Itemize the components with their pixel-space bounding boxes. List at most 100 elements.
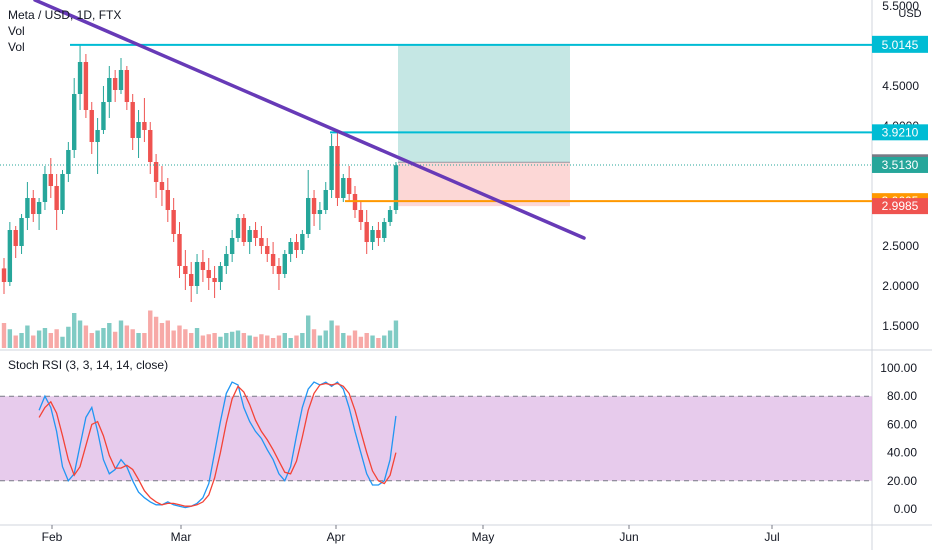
volume-bar: [300, 333, 305, 348]
candle-body: [370, 230, 375, 242]
candle-body: [48, 174, 53, 186]
candle-body: [265, 246, 270, 254]
volume-bar: [370, 335, 375, 348]
stoch-k-line: [38, 381, 397, 509]
price-tick-label: 2.0000: [882, 279, 919, 293]
volume-bar: [235, 330, 241, 348]
price-tick-label: 2.5000: [882, 239, 919, 253]
price-badge[interactable]: 5.0145: [872, 36, 928, 53]
volume-bar: [19, 333, 24, 348]
time-label: Apr: [327, 530, 346, 544]
volume-bar: [136, 333, 141, 348]
candle-body: [7, 230, 13, 282]
candle-body: [224, 254, 229, 266]
long-position-tool[interactable]: [398, 44, 570, 207]
candle-body: [341, 178, 346, 198]
volume-bar: [364, 333, 369, 348]
candle-body: [130, 102, 135, 138]
candle-body: [54, 186, 59, 210]
candle-body: [270, 254, 276, 266]
volume-bar: [48, 333, 53, 348]
price-badge-label: 2.9985: [882, 199, 919, 213]
volume-bar: [276, 335, 282, 348]
volume-bar: [42, 328, 48, 348]
candle-body: [36, 202, 42, 214]
candle-body: [66, 150, 71, 174]
volume-bar: [165, 320, 170, 348]
candle-body: [72, 94, 77, 150]
indicator-title[interactable]: Stoch RSI (3, 3, 14, 14, close): [8, 358, 169, 372]
candle-body: [317, 210, 323, 214]
volume-bar: [25, 325, 30, 348]
candle-body: [112, 78, 118, 90]
candle-body: [393, 165, 399, 210]
volume-bar: [142, 333, 147, 348]
candle-body: [25, 198, 30, 218]
volume-bar: [270, 338, 276, 348]
axis-corner: [873, 526, 932, 550]
trendline[interactable]: [33, 0, 586, 240]
price-badge-label: 3.5130: [882, 158, 919, 172]
price-badge-bg: [872, 124, 928, 141]
candle-body: [294, 242, 299, 250]
candle-body: [247, 230, 252, 242]
candle-body: [136, 122, 141, 138]
stoch-band: [0, 396, 872, 481]
volume-bar: [341, 333, 346, 348]
candle-body: [171, 210, 176, 234]
stoch-tick-label: 100.00: [880, 361, 917, 375]
volume-bar: [177, 325, 182, 348]
volume-bar: [31, 335, 36, 348]
candle-body: [101, 102, 106, 130]
candle-body: [148, 130, 153, 162]
volume-legend-2[interactable]: Vol: [8, 40, 25, 54]
stoch-tick-label: 80.00: [887, 389, 917, 403]
volume-bar: [95, 330, 100, 348]
price-badge-bg: [872, 156, 928, 173]
volume-bar: [107, 323, 112, 348]
volume-bar: [311, 329, 317, 348]
candle-body: [89, 110, 94, 142]
price-badge[interactable]: 2.9985: [872, 198, 928, 215]
volume-bar: [229, 331, 235, 348]
candle-body: [83, 62, 89, 110]
volume-bar: [130, 329, 135, 348]
volume-legend[interactable]: Vol: [8, 24, 25, 38]
volume-bar: [89, 333, 94, 348]
stoch-tick-label: 20.00: [887, 474, 917, 488]
volume-bar: [288, 338, 293, 348]
candle-body: [31, 198, 36, 214]
volume-bar: [171, 330, 176, 348]
candle-body: [60, 174, 65, 210]
candle-body: [358, 210, 364, 222]
volume-bar: [72, 313, 77, 348]
candle-body: [13, 230, 18, 246]
time-label: May: [472, 530, 495, 544]
volume-bar: [346, 335, 352, 348]
candle-body: [253, 230, 258, 238]
candle-body: [282, 254, 287, 274]
price-badge[interactable]: 3.5130: [872, 156, 928, 173]
candle-body: [19, 218, 24, 246]
volume-bar: [259, 334, 264, 348]
candle-body: [153, 162, 159, 182]
candle-body: [323, 190, 328, 210]
candle-body: [235, 218, 241, 238]
volume-bar: [218, 336, 223, 348]
volume-bar: [153, 316, 159, 348]
price-badge-label: 3.9210: [882, 125, 919, 139]
price-badge[interactable]: 3.9210: [872, 124, 928, 141]
volume-bar: [282, 333, 287, 348]
volume-bar: [189, 333, 194, 348]
candle-body: [311, 198, 317, 214]
candle-body: [329, 146, 334, 190]
volume-bar: [194, 328, 200, 348]
profit-zone[interactable]: [398, 44, 570, 163]
time-label: Jul: [764, 530, 779, 544]
price-badge-bg: [872, 198, 928, 215]
candle-body: [276, 266, 282, 274]
chart-title[interactable]: Meta / USD, 1D, FTX: [8, 8, 122, 22]
candle-body: [42, 174, 48, 202]
volume-bar: [159, 323, 165, 348]
